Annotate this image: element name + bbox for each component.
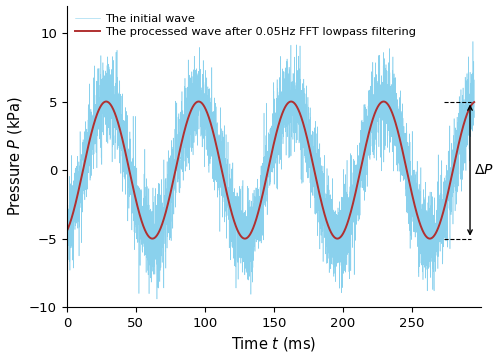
The initial wave	[138, 189, 144, 193]
The processed wave after 0.05Hz FFT lowpass filtering	[308, 154, 314, 158]
The initial wave	[329, 227, 335, 232]
The processed wave after 0.05Hz FFT lowpass filtering	[220, 172, 226, 176]
The initial wave	[399, 160, 405, 164]
Legend: The initial wave, The processed wave after 0.05Hz FFT lowpass filtering: The initial wave, The processed wave aft…	[72, 11, 419, 39]
The initial wave	[220, 202, 226, 206]
The initial wave	[64, 232, 70, 237]
The processed wave after 0.05Hz FFT lowpass filtering	[334, 237, 340, 241]
X-axis label: Time $t$ (ms): Time $t$ (ms)	[232, 335, 316, 354]
The processed wave after 0.05Hz FFT lowpass filtering	[399, 146, 405, 150]
The processed wave after 0.05Hz FFT lowpass filtering	[64, 229, 70, 233]
The processed wave after 0.05Hz FFT lowpass filtering	[329, 232, 335, 236]
The processed wave after 0.05Hz FFT lowpass filtering	[138, 216, 144, 221]
The processed wave after 0.05Hz FFT lowpass filtering	[103, 99, 109, 104]
The initial wave	[471, 108, 477, 113]
Line: The processed wave after 0.05Hz FFT lowpass filtering: The processed wave after 0.05Hz FFT lowp…	[67, 102, 474, 239]
The processed wave after 0.05Hz FFT lowpass filtering	[471, 100, 477, 104]
The initial wave	[470, 39, 476, 44]
Text: $\Delta P$: $\Delta P$	[474, 163, 494, 177]
The initial wave	[308, 177, 314, 181]
The initial wave	[368, 112, 374, 116]
The processed wave after 0.05Hz FFT lowpass filtering	[368, 123, 374, 127]
Line: The initial wave: The initial wave	[67, 42, 474, 299]
The initial wave	[154, 297, 160, 301]
Y-axis label: Pressure $P$ (kPa): Pressure $P$ (kPa)	[6, 97, 24, 216]
